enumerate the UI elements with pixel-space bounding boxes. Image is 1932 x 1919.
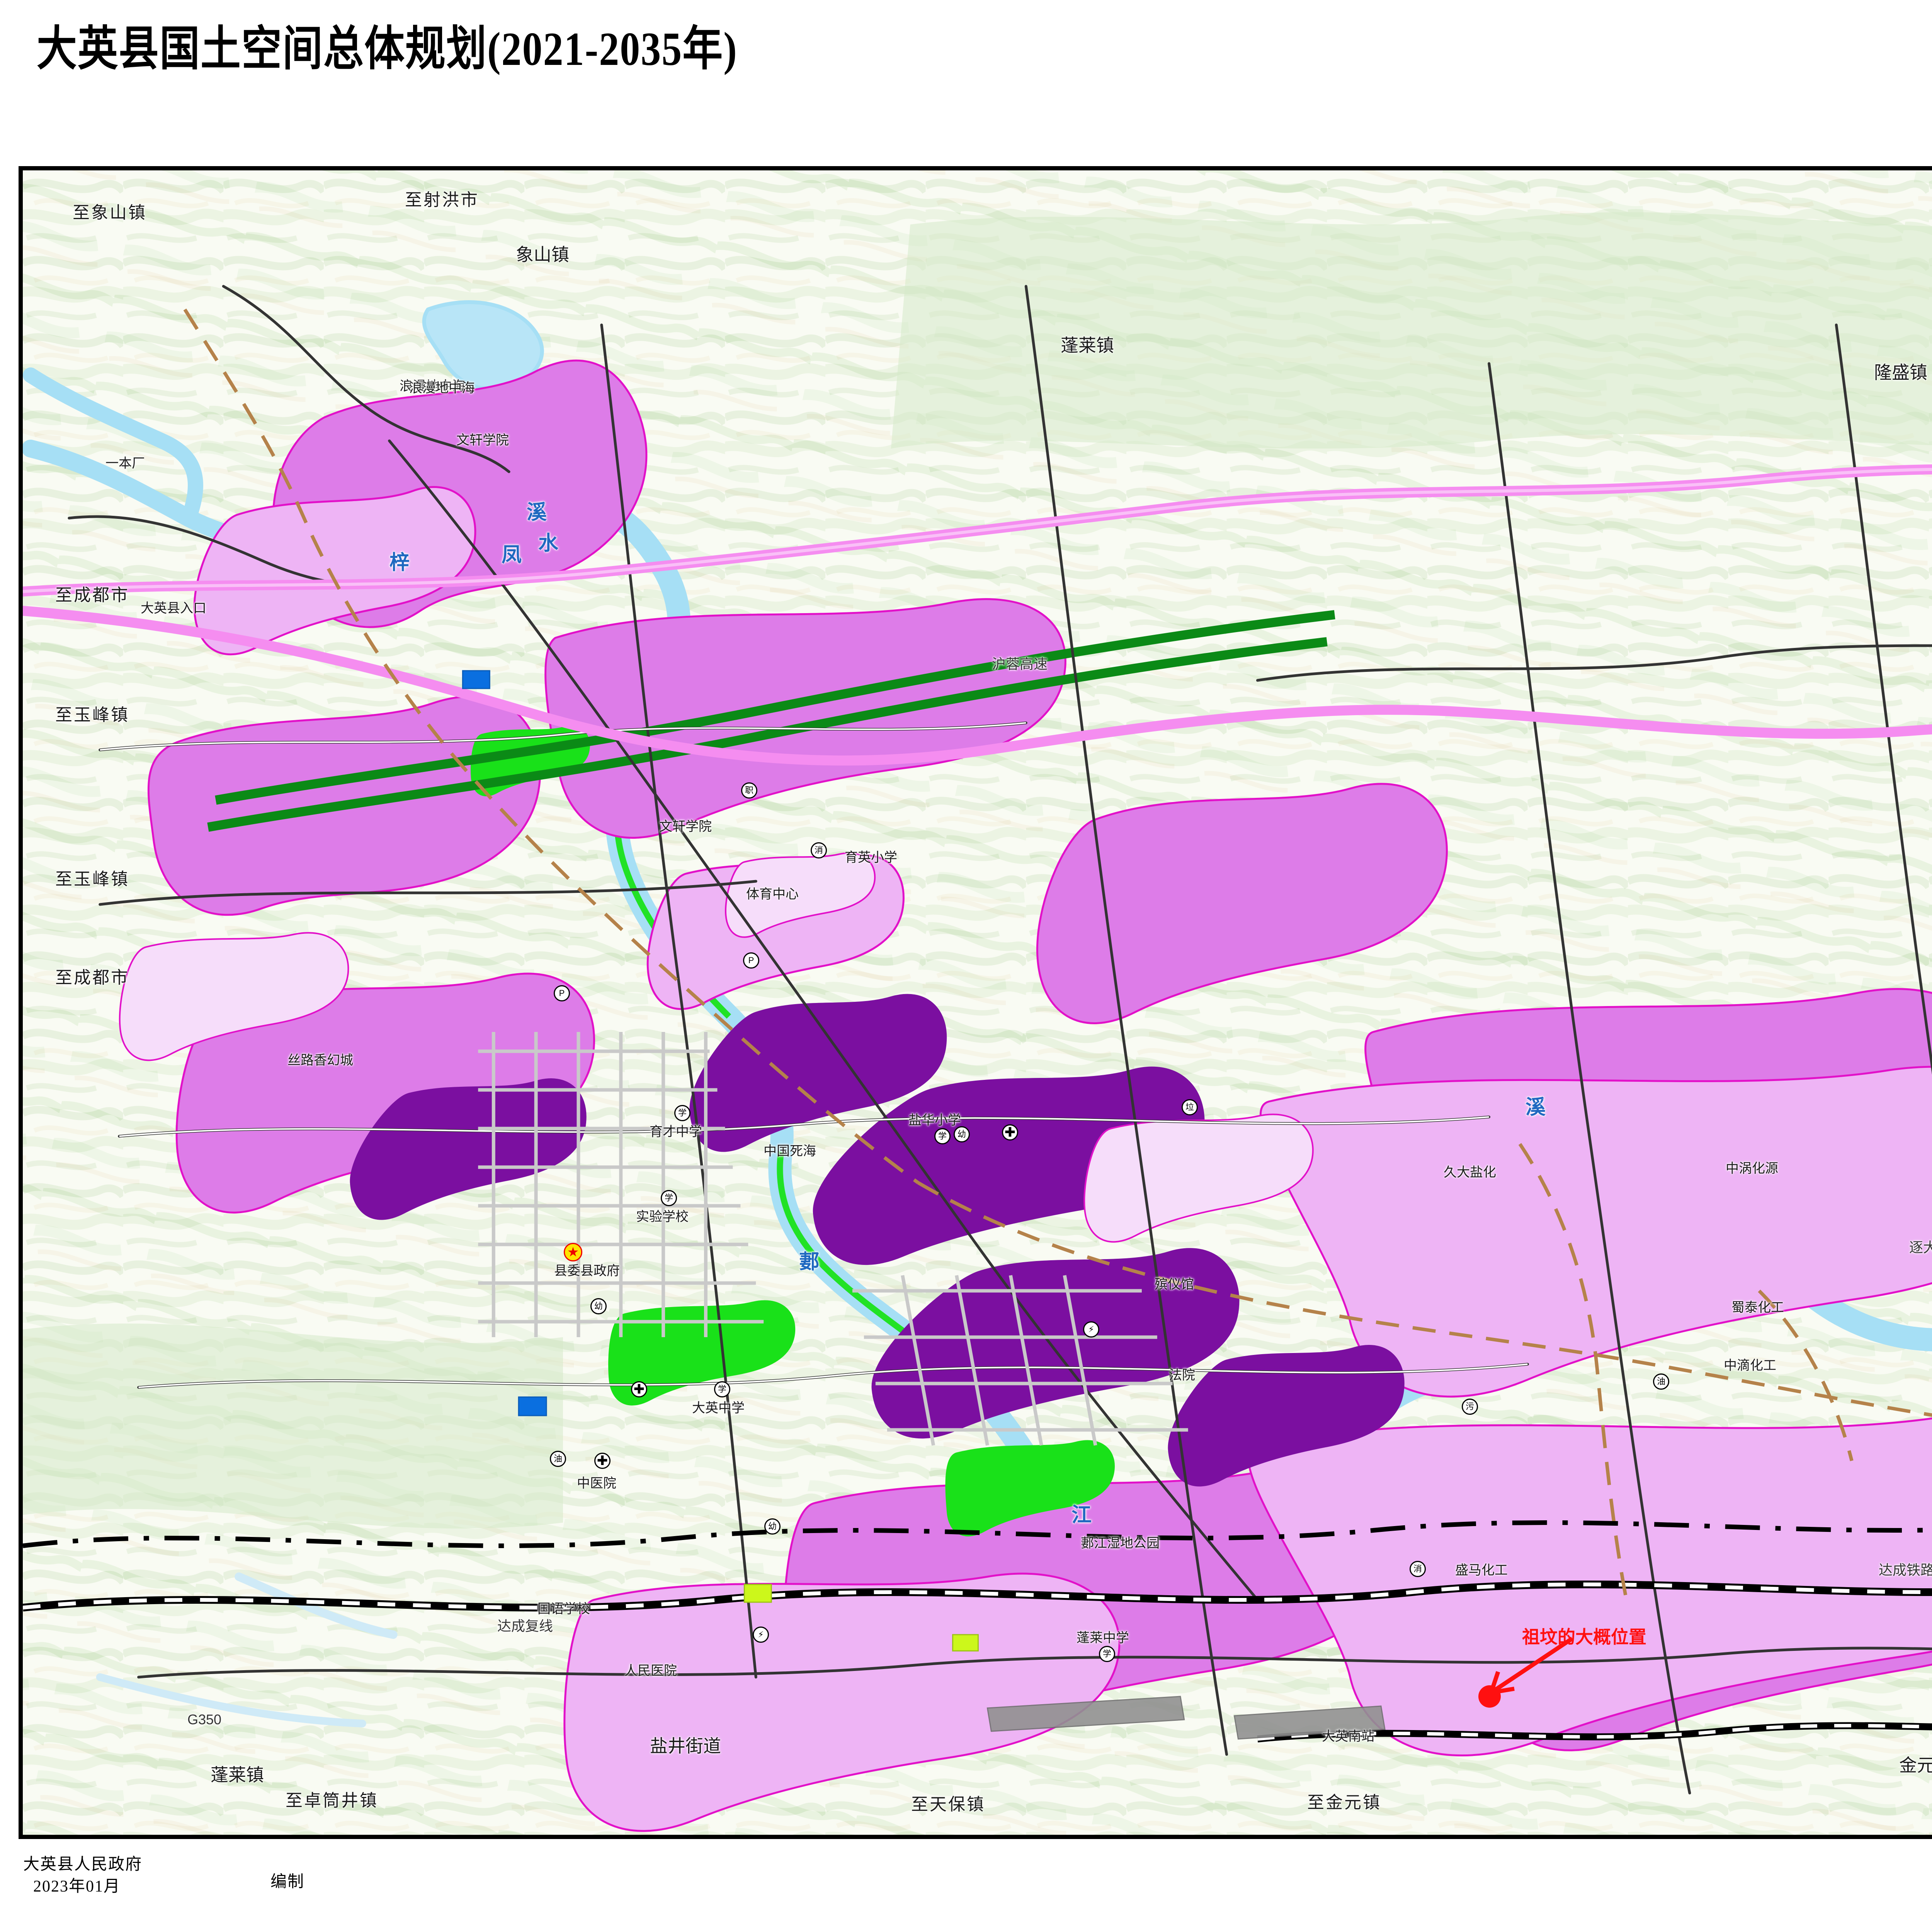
fire-station-icon-2: 消	[1410, 1561, 1426, 1577]
sewage-plant-icon: 污	[1462, 1399, 1478, 1415]
map-town-label-5: 金元镇	[1899, 1755, 1932, 1775]
map-graphic	[23, 170, 1932, 1835]
kindergarten-icon-1: 幼	[590, 1298, 607, 1314]
landfill-icon: 垃	[1182, 1099, 1198, 1115]
map-edge-destination-label-14: 至天保镇	[911, 1795, 985, 1814]
map-place-label-14: 国语学校	[537, 1601, 590, 1616]
annotation-point-marker	[1478, 1685, 1501, 1708]
map-place-label-26: 浪漫地中海	[409, 381, 475, 396]
footer-left: 大英县人民政府 2023年01月	[23, 1854, 142, 1897]
gas-station-icon-2: 油	[550, 1451, 566, 1467]
map-place-label-24: 大英县入口	[141, 601, 206, 616]
hospital-icon-3: ✚	[1002, 1124, 1018, 1141]
map-place-label-8: 中国死海	[764, 1144, 816, 1159]
map-edge-destination-label-10: 至玉峰镇	[55, 705, 129, 724]
map-road-label-2: G350	[187, 1712, 222, 1727]
map-place-label-27: 大英南站	[1322, 1729, 1374, 1744]
map-edge-destination-label-9: 至成都市	[55, 586, 129, 605]
school-icon-2: 学	[661, 1190, 677, 1206]
map-road-label-1: 达成复线	[497, 1618, 553, 1634]
map-road-label-3: 逐大快捷通道	[1909, 1239, 1932, 1255]
map-place-label-1: 文轩学院	[659, 819, 712, 834]
county-government-icon: ★	[564, 1243, 582, 1261]
map-place-label-17: 人民医院	[624, 1663, 677, 1678]
map-road-label-4: 达成铁路	[1878, 1562, 1932, 1578]
hospital-icon-1: ✚	[594, 1453, 611, 1469]
map-place-label-21: 中涡化源	[1726, 1161, 1778, 1176]
map-water-label-3: 水	[538, 532, 559, 555]
map-place-label-12: 中医院	[577, 1476, 616, 1491]
map-frame: 至象山镇至射洪市至隆盛镇至遂宁市至遂宁市至隆盛镇至遂宁市至遂宁市至遂宁市至成都市…	[19, 166, 1932, 1839]
map-place-label-5: 丝路香幻城	[287, 1053, 353, 1068]
map-place-label-3: 育英小学	[845, 850, 897, 865]
map-place-label-23: 盛马化工	[1455, 1563, 1508, 1578]
page-header: 大英县国土空间总体规划(2021-2035年) 中心城区开发强度分区规划图	[0, 0, 1932, 166]
school-icon-1: 学	[674, 1105, 690, 1121]
map-place-label-13: 法院	[1169, 1368, 1195, 1383]
map-water-label-0: 梓	[389, 551, 410, 574]
map-edge-destination-label-15: 至金元镇	[1307, 1793, 1381, 1812]
map-place-label-11: 大英中学	[692, 1401, 745, 1416]
vocational-college-icon: 职	[741, 782, 757, 799]
footer-left-suffix: 编制	[270, 1873, 305, 1891]
map-water-label-7: 溪	[1525, 1096, 1546, 1119]
school-icon-3: 学	[714, 1381, 730, 1397]
map-place-label-16: 蓬莱中学	[1077, 1630, 1129, 1645]
gas-station-icon-1: 油	[1653, 1373, 1669, 1390]
footer-left-line1: 大英县人民政府	[23, 1856, 143, 1873]
map-place-label-0: 文轩学院	[456, 433, 509, 448]
map-road-label-0: 沪蓉高速	[992, 656, 1048, 672]
map-place-label-15: 郪江湿地公园	[1081, 1536, 1160, 1551]
map-town-label-2: 隆盛镇	[1874, 362, 1927, 382]
map-town-label-0: 象山镇	[516, 245, 569, 265]
school-icon-5: 学	[1099, 1646, 1115, 1662]
kindergarten-icon-3: 幼	[954, 1126, 970, 1142]
map-edge-destination-label-0: 至象山镇	[73, 203, 147, 222]
hospital-icon-2: ✚	[631, 1381, 647, 1397]
substation-icon-1: ⚡	[1083, 1321, 1099, 1338]
fire-station-icon-1: 消	[811, 842, 827, 858]
map-place-label-19: 久大盐化	[1444, 1165, 1496, 1180]
map-town-label-4: 蓬莱镇	[211, 1765, 264, 1785]
map-edge-destination-label-12: 至成都市	[55, 968, 129, 987]
map-canvas[interactable]: 至象山镇至射洪市至隆盛镇至遂宁市至遂宁市至隆盛镇至遂宁市至遂宁市至遂宁市至成都市…	[23, 170, 1932, 1835]
map-edge-destination-label-1: 至射洪市	[405, 190, 479, 209]
map-town-label-1: 蓬莱镇	[1061, 335, 1114, 355]
map-place-label-10: 县委县政府	[554, 1263, 620, 1278]
map-town-label-3: 盐井街道	[650, 1736, 721, 1756]
map-edge-destination-label-13: 至卓筒井镇	[286, 1791, 378, 1810]
map-place-label-18: 殡仪馆	[1155, 1277, 1194, 1292]
kindergarten-icon-2: 幼	[764, 1518, 781, 1535]
map-place-label-20: 蜀泰化工	[1731, 1300, 1784, 1315]
annotation-label: 祖坟的大概位置	[1522, 1627, 1646, 1647]
school-icon-4: 学	[934, 1128, 951, 1144]
map-place-label-4: 浪漫地中海	[400, 379, 465, 394]
parking-icon-2: P	[554, 985, 570, 1001]
page-title: 大英县国土空间总体规划(2021-2035年)	[37, 23, 738, 75]
map-water-label-1: 凤	[501, 544, 522, 566]
map-place-label-2: 体育中心	[746, 887, 799, 902]
map-place-label-6: 育才中学	[650, 1124, 702, 1139]
map-place-label-22: 中滴化工	[1724, 1358, 1776, 1373]
map-place-label-7: 实验学校	[636, 1209, 689, 1224]
parking-icon-1: P	[743, 952, 759, 969]
map-place-label-9: 盐华小学	[908, 1113, 961, 1128]
map-water-label-2: 溪	[526, 501, 547, 524]
page-footer: 大英县人民政府 2023年01月 编制 大英县自然资源和规划局 四川省国土空间规…	[0, 1851, 1932, 1919]
substation-icon-2: ⚡	[753, 1627, 769, 1643]
map-water-label-5: 江	[1071, 1504, 1092, 1526]
footer-left-line2: 2023年01月	[33, 1877, 121, 1895]
map-place-label-25: 一本厂	[105, 456, 145, 471]
map-edge-destination-label-11: 至玉峰镇	[55, 870, 129, 889]
map-water-label-4: 郪	[799, 1251, 820, 1273]
